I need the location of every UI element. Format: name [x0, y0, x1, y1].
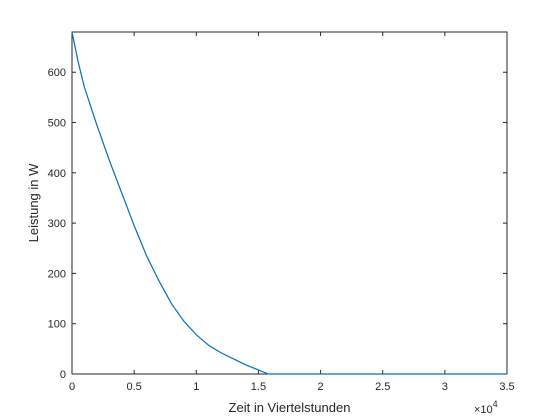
y-tick-label: 100 — [48, 319, 66, 331]
x-tick-label: 2.5 — [375, 381, 390, 393]
x-tick-label: 0.5 — [126, 381, 141, 393]
x-tick-label: 0 — [69, 381, 75, 393]
x-axis-title: Zeit in Viertelstunden — [229, 400, 351, 415]
plot-area — [71, 31, 508, 375]
x-axis-exponent: ×104 — [474, 399, 498, 416]
y-tick-label: 200 — [48, 268, 66, 280]
y-axis-ticks: 0 100 200 300 400 500 600 — [48, 67, 507, 381]
x-tick-label: 3 — [442, 381, 448, 393]
y-tick-label: 400 — [48, 168, 66, 180]
y-axis-title: Leistung in W — [26, 163, 41, 242]
x-tick-label: 2 — [318, 381, 324, 393]
y-tick-label: 500 — [48, 118, 66, 130]
series-layer — [71, 31, 507, 375]
x-tick-label: 1 — [193, 381, 199, 393]
y-tick-label: 0 — [60, 369, 66, 381]
x-tick-label: 1.5 — [251, 381, 266, 393]
x-axis-ticks: 0 0.5 1 1.5 2 2.5 3 3.5 — [69, 32, 515, 393]
series-line — [71, 31, 507, 375]
y-tick-label: 600 — [48, 67, 66, 79]
x-tick-label: 3.5 — [499, 381, 514, 393]
y-tick-label: 300 — [48, 218, 66, 230]
